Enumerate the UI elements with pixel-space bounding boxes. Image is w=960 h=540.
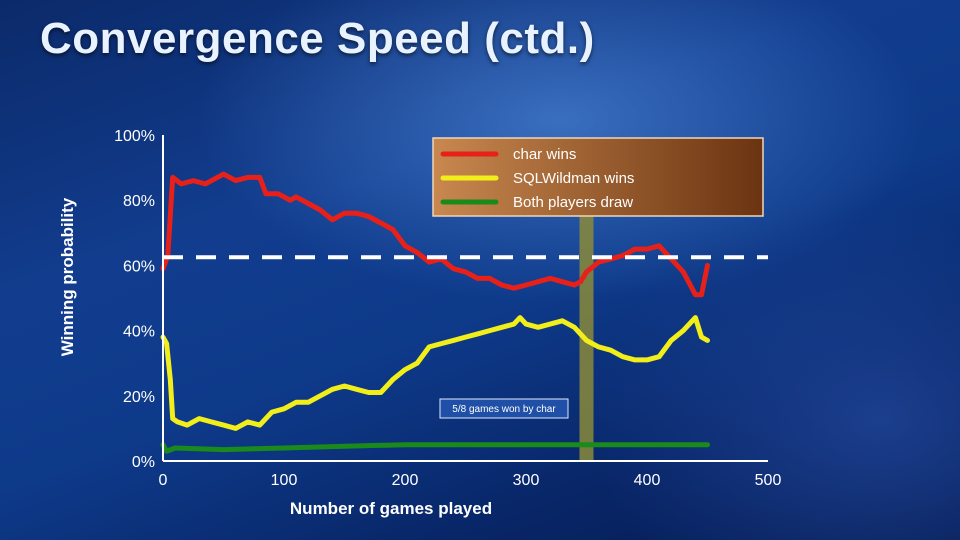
legend: char wins SQLWildman wins Both players d… (432, 137, 764, 217)
x-tick-label: 100 (271, 472, 298, 489)
x-tick-label: 200 (392, 472, 419, 489)
y-tick-label: 40% (123, 324, 155, 341)
annotation-box (439, 398, 569, 419)
ticks-layer: 0 100 200 300 400 500 0% 20% 40% 60% 80% 100% (114, 128, 781, 489)
series-line-1 (160, 171, 710, 298)
x-tick-label: 0 (159, 472, 168, 489)
y-tick-label: 20% (123, 389, 155, 406)
series-line-2 (160, 315, 710, 431)
y-tick-label: 60% (123, 258, 155, 275)
highlight-annotation: 5/8 games won by char (439, 398, 569, 419)
legend-label-sqlwildman-wins: SQLWildman wins (513, 170, 634, 187)
y-tick-label: 80% (123, 193, 155, 210)
series-layer (160, 171, 710, 454)
legend-label-both-draw: Both players draw (513, 194, 633, 211)
x-axis-title: Number of games played (290, 499, 492, 518)
slide-title: Convergence Speed (ctd.) (40, 14, 595, 63)
y-tick-label: 0% (132, 454, 155, 471)
y-axis-title: Winning probability (58, 197, 77, 356)
series-line-3 (160, 442, 710, 454)
x-tick-label: 500 (755, 472, 782, 489)
y-tick-label: 100% (114, 128, 155, 145)
legend-label-char-wins: char wins (513, 146, 576, 163)
x-tick-label: 300 (513, 472, 540, 489)
x-tick-label: 400 (634, 472, 661, 489)
annotation-label: 5/8 games won by char (452, 404, 556, 415)
